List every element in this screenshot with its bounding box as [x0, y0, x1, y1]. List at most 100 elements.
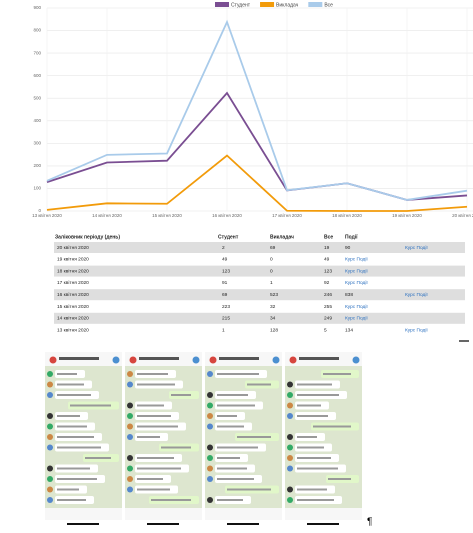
x-tick-label: 13 квітня 2020 [32, 213, 62, 218]
table-cell: 34 [270, 316, 276, 322]
y-tick-label: 300 [33, 141, 41, 146]
message-text [85, 457, 111, 459]
member-avatar [127, 413, 133, 419]
member-avatar [47, 497, 53, 503]
table-cell: 69 [222, 292, 228, 298]
input-bar [285, 508, 362, 520]
message-text [171, 394, 191, 396]
member-avatar [47, 444, 53, 451]
message-text [217, 394, 248, 396]
chat-title [139, 357, 179, 360]
chat-avatar [129, 356, 137, 364]
profile-pic [192, 356, 200, 364]
y-tick-label: 600 [33, 73, 41, 78]
table-cell: 90 [345, 245, 351, 251]
series-line [46, 19, 468, 201]
message-text [297, 404, 321, 407]
event-link: Курс Події [405, 327, 428, 333]
input-bar [205, 508, 282, 520]
row-band [54, 312, 465, 324]
row-band [54, 289, 465, 301]
message-text [57, 373, 77, 375]
table-header: Заліковник періоду (день) [55, 234, 120, 240]
message-text [137, 457, 174, 459]
table-cell: 49 [222, 257, 228, 263]
member-avatar [207, 423, 213, 430]
legend-label: Студент [231, 2, 251, 8]
x-tick-label: 20 квітня 2020 [452, 213, 473, 218]
table-cell: 249 [324, 316, 332, 322]
input-bar [45, 508, 122, 520]
member-avatar [207, 455, 213, 461]
table-cell: 20 квітня 2020 [57, 245, 89, 251]
table-cell: 91 [222, 280, 228, 286]
message-text [137, 478, 163, 480]
y-tick-label: 500 [33, 95, 41, 100]
message-text [137, 467, 181, 470]
message-text [217, 425, 244, 428]
table-cell: 32 [270, 304, 276, 310]
member-avatar [127, 455, 133, 461]
x-tick-label: 15 квітня 2020 [152, 213, 182, 218]
row-band [54, 242, 465, 253]
message-text [57, 446, 101, 449]
message-text [297, 488, 327, 491]
message-text [137, 404, 164, 407]
message-text [57, 394, 91, 396]
x-tick-label: 14 квітня 2020 [92, 213, 122, 218]
member-avatar [207, 402, 213, 409]
message-text [217, 457, 240, 459]
message-text [297, 436, 317, 438]
event-link: Курс Події [405, 245, 428, 251]
home-bar [307, 523, 339, 525]
message-text [70, 404, 111, 407]
chat-avatar [289, 356, 297, 364]
message-text [137, 383, 175, 386]
message-text [57, 499, 86, 501]
x-tick-label: 17 квітня 2020 [272, 213, 302, 218]
message-text [217, 478, 254, 480]
table-header: Події [345, 234, 358, 240]
y-tick-label: 900 [33, 5, 41, 10]
chat-title [299, 357, 339, 360]
member-avatar [207, 476, 213, 482]
y-tick-label: 200 [33, 163, 41, 168]
y-tick-label: 800 [33, 28, 41, 33]
event-link: Курс Події [345, 304, 368, 310]
member-avatar [47, 381, 53, 388]
input-bar [125, 508, 202, 520]
table-cell: 49 [324, 257, 330, 263]
table-cell: 14 квітня 2020 [57, 316, 89, 322]
member-avatar [47, 434, 53, 440]
message-text [297, 415, 328, 417]
event-link: Курс Події [345, 280, 368, 286]
member-avatar [287, 497, 293, 503]
table-cell: 523 [270, 292, 278, 298]
message-text [227, 488, 271, 491]
y-tick-label: 100 [33, 186, 41, 191]
pilcrow: ¶ [367, 517, 372, 528]
member-avatar [47, 476, 53, 482]
message-text [217, 373, 259, 375]
table-cell: 0 [270, 257, 273, 263]
table-cell: 15 квітня 2020 [57, 304, 89, 310]
message-text [57, 478, 97, 480]
member-avatar [287, 434, 293, 440]
member-avatar [47, 465, 53, 472]
table-cell: 223 [222, 304, 230, 310]
table-cell: 2 [222, 245, 225, 251]
profile-pic [272, 356, 280, 364]
table-header: Викладач [270, 234, 294, 240]
table-header: Студент [218, 234, 239, 240]
series-line [46, 154, 468, 212]
member-avatar [207, 392, 213, 398]
table-cell: 5 [324, 327, 327, 333]
legend-swatch [215, 2, 229, 7]
table-cell: 0 [270, 268, 273, 274]
table-cell: 1 [222, 327, 225, 333]
home-bar [67, 523, 99, 525]
member-avatar [207, 497, 213, 503]
member-avatar [47, 371, 53, 377]
member-avatar [287, 444, 293, 451]
profile-pic [112, 356, 120, 364]
